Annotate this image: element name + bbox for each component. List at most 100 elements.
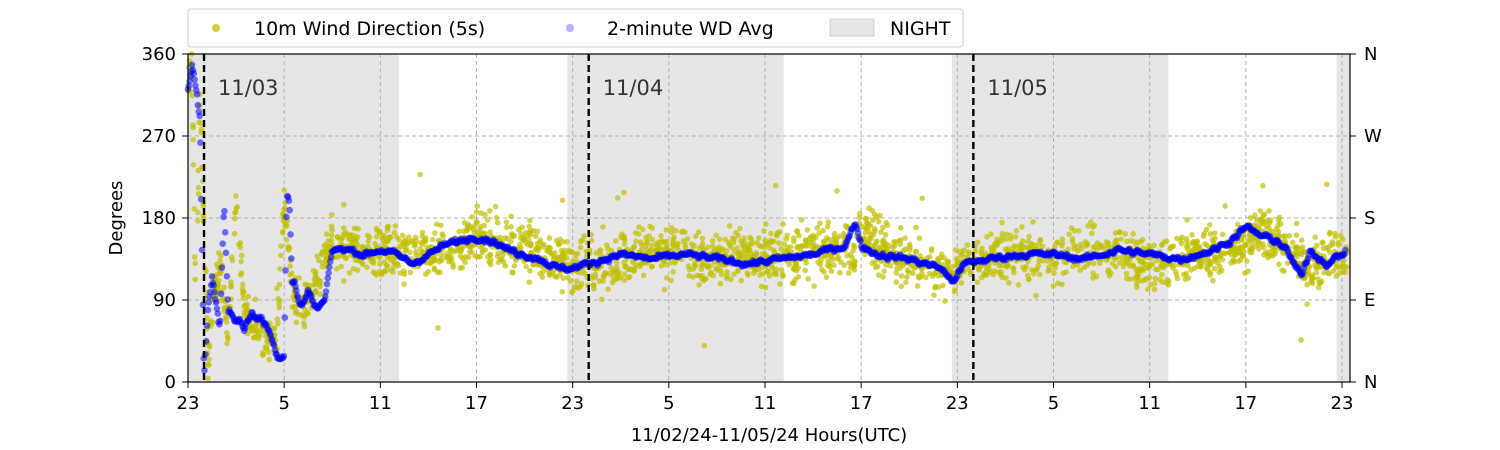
raw-point (662, 239, 668, 245)
x-tick-label-8: 23 (946, 393, 969, 414)
raw-point (766, 245, 773, 251)
raw-point (1243, 242, 1249, 248)
raw-point (1211, 230, 1218, 236)
raw-point (1211, 265, 1218, 272)
raw-point (282, 205, 288, 211)
raw-point (228, 279, 234, 285)
raw-point (1151, 280, 1158, 287)
raw-point (467, 224, 474, 230)
raw-point (324, 247, 330, 254)
raw-point (825, 219, 832, 225)
raw-point (1051, 270, 1057, 277)
raw-point (1330, 241, 1336, 247)
raw-point (804, 227, 811, 233)
raw-point (618, 234, 624, 241)
raw-point (1120, 263, 1127, 270)
raw-point (768, 230, 774, 237)
raw-point (631, 265, 638, 272)
raw-point (672, 260, 678, 266)
raw-point (1315, 276, 1321, 282)
raw-point (412, 241, 418, 248)
raw-point (559, 289, 566, 295)
raw-point (1059, 281, 1065, 288)
raw-point (691, 261, 698, 268)
raw-point (824, 223, 831, 230)
raw-point (190, 162, 197, 168)
raw-point (195, 184, 202, 191)
raw-point (1198, 260, 1204, 267)
raw-point (1266, 208, 1272, 214)
raw-point (402, 237, 409, 244)
raw-point (949, 263, 956, 270)
x-tick-label-9: 5 (1048, 393, 1059, 414)
avg-point (210, 282, 217, 289)
raw-point (1289, 239, 1296, 246)
raw-point (859, 223, 865, 230)
raw-point (245, 293, 252, 300)
avg-point (323, 280, 331, 288)
raw-point (724, 272, 730, 279)
raw-point (613, 238, 619, 244)
raw-point (661, 286, 668, 293)
raw-point (975, 239, 981, 246)
raw-point (897, 265, 903, 272)
raw-point (417, 171, 423, 178)
raw-point (434, 269, 441, 275)
raw-point (694, 272, 700, 279)
raw-point (1313, 269, 1320, 276)
avg-point (193, 91, 201, 98)
raw-point (866, 205, 872, 211)
raw-point (546, 248, 552, 255)
raw-point (807, 235, 813, 242)
raw-point (1292, 249, 1299, 256)
raw-point (429, 236, 436, 243)
raw-point (705, 264, 712, 271)
avg-point (286, 206, 294, 214)
raw-point (546, 235, 553, 241)
raw-point (1204, 266, 1211, 273)
raw-point (392, 223, 399, 229)
raw-point (1015, 282, 1022, 288)
raw-point (570, 288, 576, 294)
raw-point (1117, 259, 1123, 266)
raw-point (999, 219, 1005, 226)
raw-point (487, 229, 493, 235)
avg-point (217, 317, 224, 325)
raw-point (863, 215, 869, 222)
raw-point (965, 249, 972, 255)
right-tick-label-3: W (1364, 126, 1382, 147)
raw-point (874, 263, 881, 270)
raw-point (1333, 264, 1339, 271)
raw-point (821, 253, 828, 260)
raw-point (224, 329, 230, 336)
raw-point (907, 247, 913, 253)
series-2min-avg (184, 61, 1349, 374)
raw-point (446, 254, 453, 261)
raw-point (772, 182, 779, 189)
raw-point (631, 243, 637, 250)
raw-point (401, 268, 407, 274)
raw-point (241, 312, 247, 319)
raw-point (278, 243, 284, 249)
raw-point (195, 191, 202, 197)
raw-point (1218, 252, 1224, 259)
raw-point (1033, 292, 1039, 299)
raw-point (957, 248, 963, 255)
raw-point (699, 272, 705, 279)
raw-point (741, 254, 748, 261)
raw-point (1184, 217, 1190, 223)
raw-point (523, 263, 529, 270)
raw-point (401, 281, 407, 287)
raw-point (698, 266, 705, 273)
raw-point (413, 252, 419, 258)
raw-point (537, 237, 543, 243)
raw-point (923, 274, 929, 281)
raw-point (1098, 243, 1105, 249)
raw-point (1159, 271, 1165, 278)
x-tick-label-7: 17 (850, 393, 873, 414)
raw-point (1206, 222, 1213, 228)
raw-point (509, 233, 516, 240)
raw-point (417, 245, 424, 252)
avg-point (322, 293, 329, 300)
